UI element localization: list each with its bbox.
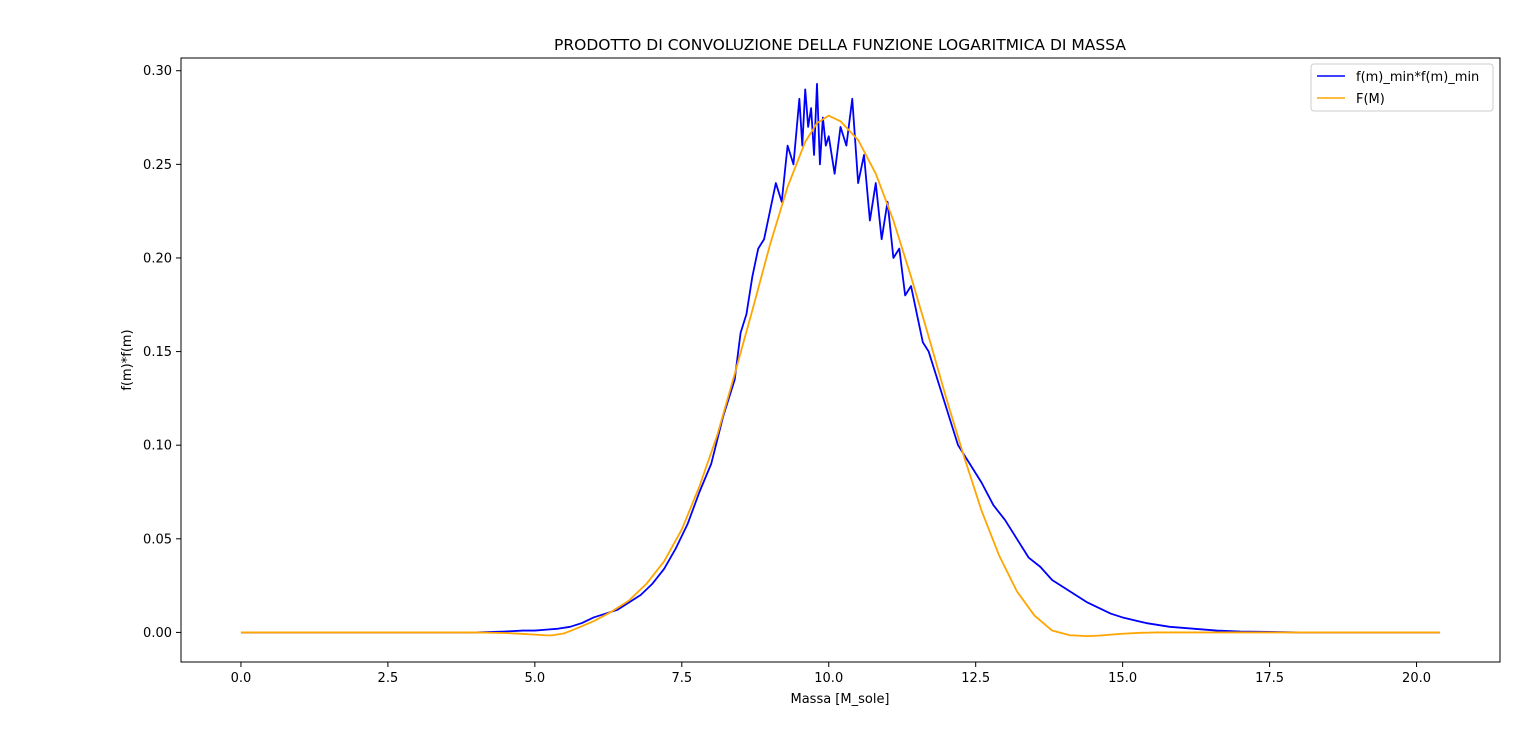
y-axis: 0.00 0.05 0.10 0.15 0.20 0.25 0.30 [143,64,181,641]
series-line-2 [240,114,1441,638]
y-tick-label: 0.25 [143,158,172,173]
plot-background [181,58,1500,662]
x-axis: 0.0 2.5 5.0 7.5 10.0 12.5 15.0 17.5 20.0 [231,662,1431,686]
x-tick-label: 5.0 [525,671,546,686]
x-tick-label: 0.0 [231,671,252,686]
legend-label-series-2: F(M) [1356,92,1385,107]
series-layer [240,82,1441,638]
x-tick-label: 17.5 [1255,671,1284,686]
x-tick-label: 12.5 [961,671,990,686]
plot-frame [180,57,1501,663]
legend: f(m)_min*f(m)_min F(M) [1310,63,1494,112]
y-tick-label: 0.10 [143,439,172,454]
legend-label-series-1: f(m)_min*f(m)_min [1356,70,1479,85]
y-axis-label: f(m)*f(m) [120,329,135,390]
x-tick-label: 7.5 [671,671,692,686]
x-tick-label: 10.0 [814,671,843,686]
y-tick-label: 0.15 [143,345,172,360]
y-tick-label: 0.30 [143,64,172,79]
series-line-1 [240,82,1441,634]
legend-box [1310,63,1494,112]
y-tick-label: 0.20 [143,251,172,266]
x-tick-label: 2.5 [378,671,399,686]
chart-title: PRODOTTO DI CONVOLUZIONE DELLA FUNZIONE … [554,36,1126,54]
y-tick-label: 0.00 [143,626,172,641]
x-axis-label: Massa [M_sole] [790,692,889,707]
x-tick-label: 15.0 [1108,671,1137,686]
y-tick-label: 0.05 [143,532,172,547]
x-tick-label: 20.0 [1402,671,1431,686]
